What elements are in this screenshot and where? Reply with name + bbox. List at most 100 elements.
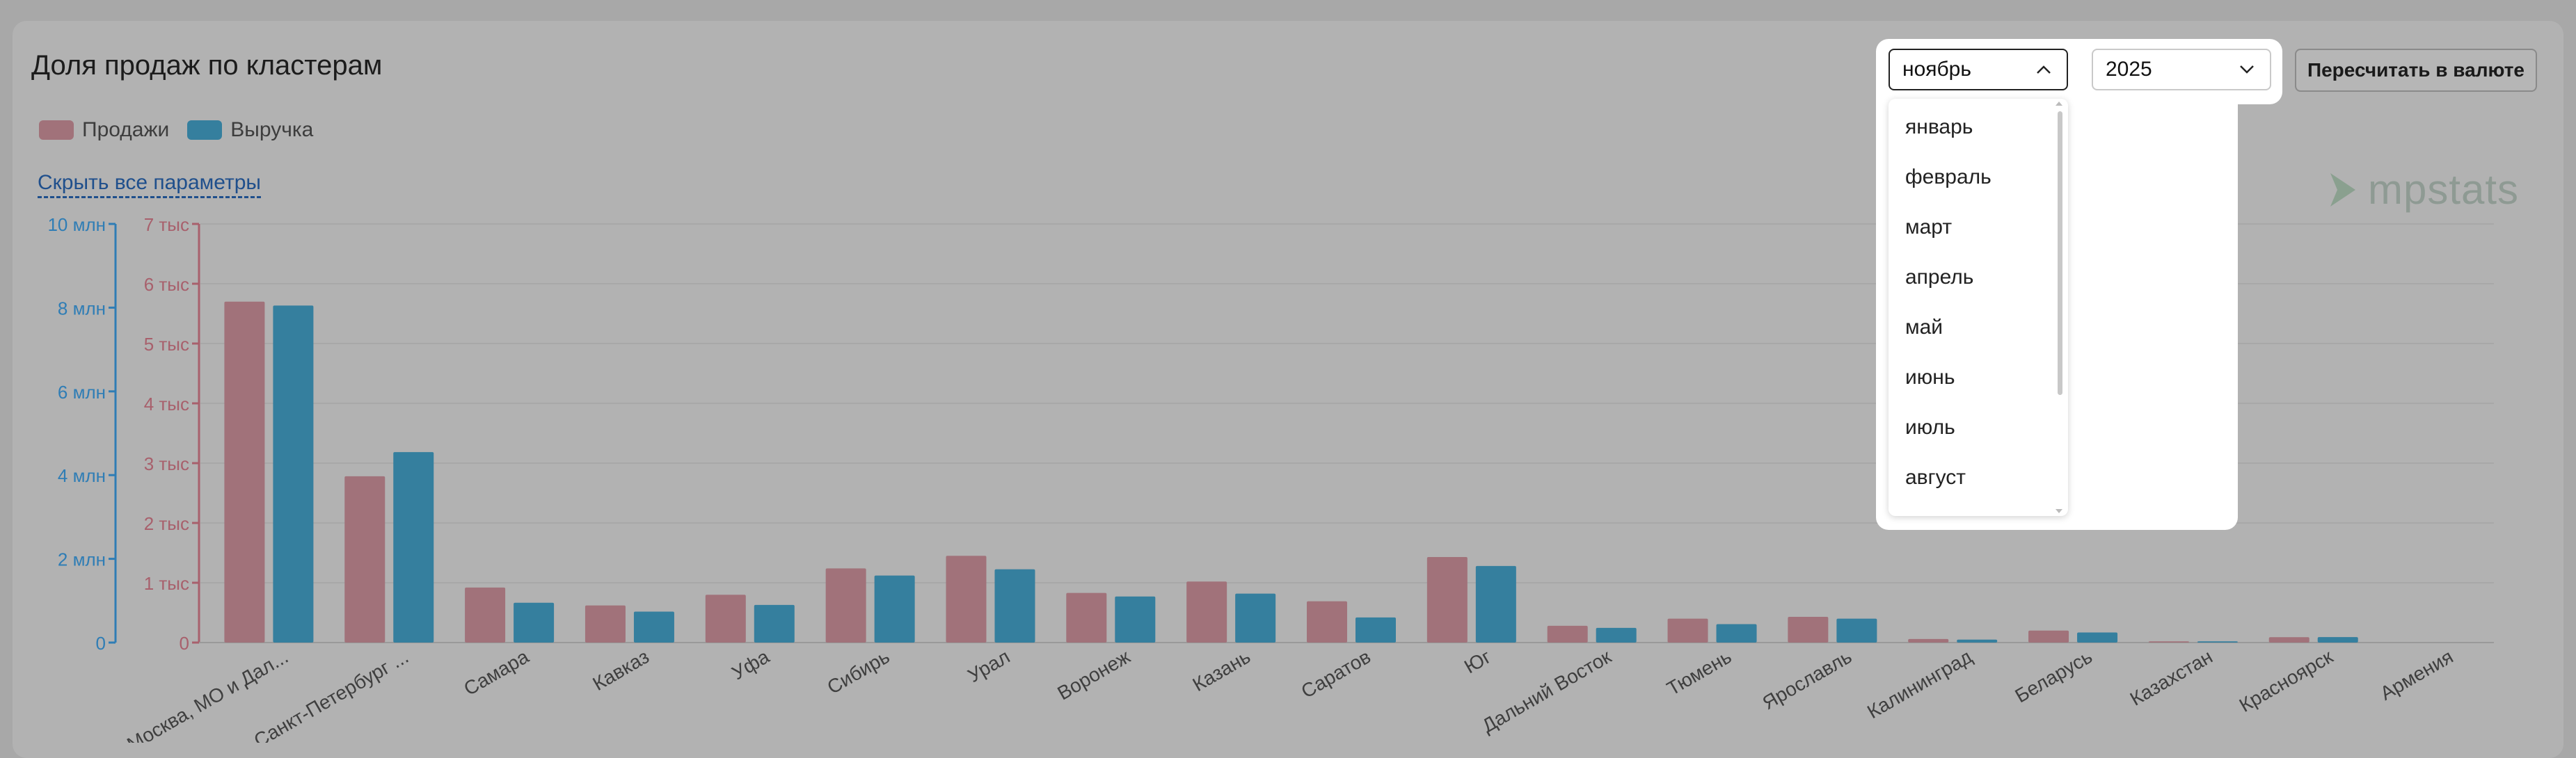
x-tick-label: Саратов — [1298, 645, 1374, 702]
x-tick-label: Калининград — [1863, 645, 1975, 723]
bar-revenue — [1475, 565, 1516, 643]
mpstats-logo: mpstats — [2328, 166, 2519, 213]
bar-sales — [1307, 601, 1347, 643]
page-title: Доля продаж по кластерам — [31, 50, 383, 81]
bar-revenue — [393, 452, 434, 643]
logo-play-icon — [2330, 172, 2355, 207]
x-tick-label: Красноярск — [2236, 645, 2337, 716]
bar-sales — [1186, 581, 1227, 643]
x-tick-label: Ярославль — [1759, 645, 1856, 713]
bar-revenue — [754, 604, 795, 643]
month-select[interactable]: ноябрь — [1889, 49, 2068, 90]
bar-sales — [1667, 618, 1708, 643]
scroll-down-arrow[interactable] — [2056, 509, 2062, 513]
x-tick-label: Тюмень — [1663, 645, 1735, 700]
sales-tick-label: 7 тыс — [144, 214, 189, 235]
bar-sales — [2148, 641, 2189, 643]
month-option[interactable]: март — [1905, 216, 1953, 239]
bar-revenue — [514, 602, 555, 643]
sales-tick-label: 3 тыс — [144, 453, 189, 474]
x-tick-label: Сибирь — [824, 645, 893, 698]
hide-params-link[interactable]: Скрыть все параметры — [38, 171, 261, 198]
legend-label-revenue: Выручка — [230, 118, 314, 141]
x-tick-label: Уфа — [728, 645, 773, 684]
bar-revenue — [1836, 618, 1877, 643]
chevron-up-icon — [2037, 65, 2051, 74]
bar-revenue — [2077, 632, 2118, 643]
bar-revenue — [1115, 596, 1156, 643]
bar-sales — [825, 568, 866, 643]
bar-revenue — [633, 611, 674, 643]
bar-revenue — [1355, 617, 1396, 643]
sales-tick-label: 2 тыс — [144, 513, 189, 534]
x-tick-label: Дальний Восток — [1479, 645, 1616, 737]
bar-revenue — [1716, 624, 1757, 643]
sales-tick-label: 1 тыс — [144, 573, 189, 594]
month-option[interactable]: июль — [1905, 416, 1955, 439]
legend-item-sales[interactable]: Продажи — [39, 118, 169, 142]
bar-sales — [585, 605, 626, 643]
bar-sales — [465, 587, 506, 643]
legend-label-sales: Продажи — [82, 118, 170, 141]
bar-sales — [1788, 617, 1829, 643]
bar-sales — [344, 476, 385, 643]
x-tick-label: Казахстан — [2126, 645, 2216, 709]
bar-revenue — [1235, 593, 1276, 643]
month-option[interactable]: апрель — [1905, 266, 1974, 289]
recalc-currency-button[interactable]: Пересчитать в валюте — [2295, 49, 2537, 92]
x-tick-label: Беларусь — [2011, 645, 2096, 707]
chevron-down-icon — [2240, 65, 2254, 74]
revenue-tick-label: 0 — [96, 633, 106, 654]
legend-swatch-sales — [39, 120, 74, 140]
legend-swatch-revenue — [187, 120, 223, 140]
legend-item-revenue[interactable]: Выручка — [187, 118, 313, 142]
bar-sales — [1426, 557, 1468, 643]
x-tick-label: Самара — [460, 645, 532, 700]
logo-text: mpstats — [2368, 166, 2520, 213]
dropdown-scrollbar[interactable] — [2058, 111, 2062, 395]
month-option[interactable]: февраль — [1905, 166, 1991, 188]
bar-revenue — [273, 305, 314, 643]
revenue-tick-label: 6 млн — [58, 382, 106, 403]
revenue-tick-label: 2 млн — [58, 549, 106, 570]
x-tick-label: Кавказ — [589, 645, 652, 695]
bar-revenue — [1957, 639, 1998, 643]
bar-revenue — [994, 569, 1035, 643]
year-select-value: 2025 — [2106, 58, 2152, 81]
x-tick-label: Урал — [964, 645, 1014, 686]
month-option[interactable]: май — [1905, 316, 1943, 339]
revenue-tick-label: 10 млн — [47, 214, 106, 235]
chart-legend: Продажи Выручка — [39, 118, 331, 142]
year-select[interactable]: 2025 — [2092, 49, 2271, 90]
revenue-tick-label: 4 млн — [58, 465, 106, 486]
month-option[interactable]: январь — [1905, 115, 1973, 138]
x-axis-labels: Москва, МО и Дал...Санкт-Петербург ... Са… — [123, 645, 2456, 743]
sales-tick-label: 4 тыс — [144, 394, 189, 414]
sales-tick-label: 0 — [180, 633, 189, 654]
bar-sales — [1547, 625, 1588, 643]
bar-sales — [2028, 630, 2069, 643]
scroll-up-arrow[interactable] — [2056, 102, 2062, 106]
sales-tick-label: 6 тыс — [144, 274, 189, 295]
month-option[interactable]: август — [1905, 466, 1966, 489]
bar-sales — [224, 301, 265, 643]
chart-bars — [224, 301, 2358, 643]
bar-revenue — [2197, 641, 2238, 643]
x-tick-label: Юг — [1461, 645, 1495, 677]
bar-sales — [946, 556, 987, 643]
bar-sales — [1066, 592, 1107, 643]
chart-axes: 0 2 млн 4 млн 6 млн 8 млн 10 млн 0 1 тыс 2 тыс 3 … — [47, 214, 2494, 654]
month-dropdown: январь февраль март апрель май июнь июль… — [1889, 99, 2068, 516]
bar-sales — [1908, 638, 1949, 643]
month-option[interactable]: июнь — [1905, 366, 1955, 389]
revenue-tick-label: 8 млн — [58, 298, 106, 318]
bar-sales — [705, 595, 746, 643]
sales-tick-label: 5 тыс — [144, 334, 189, 355]
bar-revenue — [1596, 627, 1637, 643]
x-tick-label: Армения — [2376, 645, 2456, 704]
x-tick-label: Казань — [1189, 645, 1254, 695]
x-tick-label: Воронеж — [1054, 645, 1134, 704]
bar-revenue — [2317, 637, 2358, 643]
bar-revenue — [874, 575, 915, 643]
